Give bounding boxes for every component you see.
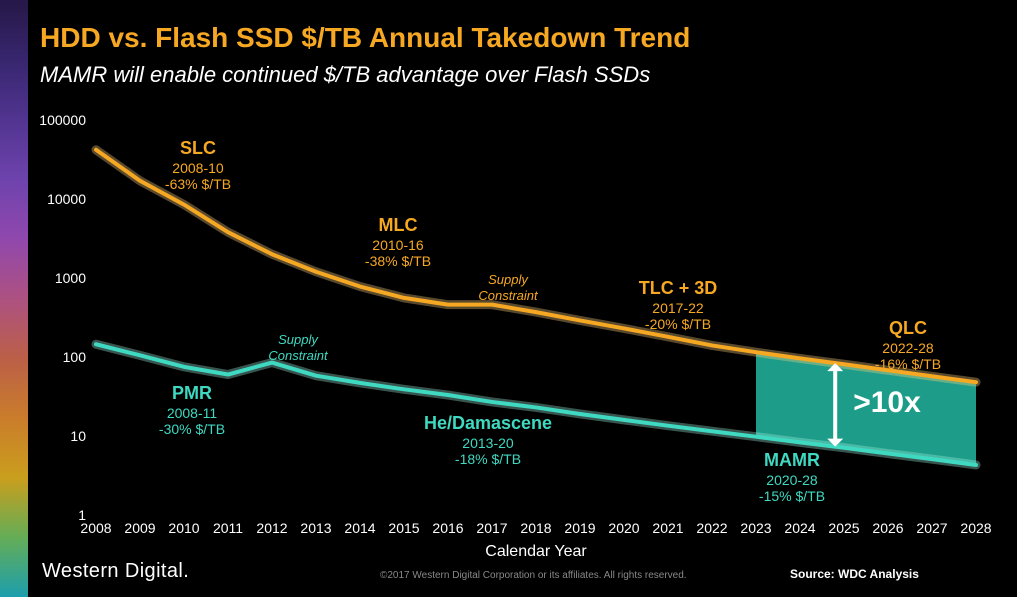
y-tick-label: 10000 [47, 191, 86, 207]
copyright-text: ©2017 Western Digital Corporation or its… [380, 570, 687, 581]
brand-logo: Western Digital. [42, 560, 189, 583]
page-title: HDD vs. Flash SSD $/TB Annual Takedown T… [40, 22, 690, 54]
x-tick-label: 2009 [124, 520, 155, 536]
annotation-years: 2020-28 [759, 472, 825, 489]
annotation-rate: -30% $/TB [159, 421, 225, 438]
title-text: HDD vs. Flash SSD $/TB Annual Takedown T… [40, 22, 690, 53]
x-tick-label: 2015 [388, 520, 419, 536]
x-tick-label: 2025 [828, 520, 859, 536]
x-tick-label: 2017 [476, 520, 507, 536]
x-axis-label: Calendar Year [485, 543, 586, 561]
x-tick-label: 2028 [960, 520, 991, 536]
x-tick-label: 2013 [300, 520, 331, 536]
annotation-name: He/Damascene [424, 413, 552, 435]
annotation-years: 2008-11 [159, 405, 225, 422]
x-tick-label: 2011 [213, 520, 243, 536]
annotation-name: MLC [365, 215, 431, 237]
side-stripe [0, 0, 28, 597]
supply-constraint-label: Supply Constraint [478, 272, 537, 303]
logo-text: Western Digital. [42, 560, 189, 582]
annotation-rate: -38% $/TB [365, 253, 431, 270]
annotation-rate: -20% $/TB [639, 316, 718, 333]
y-tick-label: 1000 [55, 270, 86, 286]
annotation-rate: -18% $/TB [424, 451, 552, 468]
x-tick-label: 2010 [168, 520, 199, 536]
x-tick-label: 2020 [608, 520, 639, 536]
y-tick-label: 100 [63, 349, 87, 365]
annotation-mamr: MAMR2020-28-15% $/TB [759, 450, 825, 505]
annotation-name: MAMR [759, 450, 825, 472]
x-tick-label: 2021 [652, 520, 683, 536]
annotation-name: SLC [165, 138, 231, 160]
x-tick-label: 2016 [432, 520, 463, 536]
x-tick-label: 2018 [520, 520, 551, 536]
annotation-slc: SLC2008-10-63% $/TB [165, 138, 231, 193]
x-tick-label: 2026 [872, 520, 903, 536]
annotation-years: 2013-20 [424, 435, 552, 452]
annotation-years: 2010-16 [365, 237, 431, 254]
annotation-rate: -15% $/TB [759, 488, 825, 505]
annotation-pmr: PMR2008-11-30% $/TB [159, 383, 225, 438]
annotation-rate: -16% $/TB [875, 356, 941, 373]
source-text: Source: WDC Analysis [790, 567, 919, 581]
page-subtitle: MAMR will enable continued $/TB advantag… [40, 62, 650, 88]
annotation-hedam: He/Damascene2013-20-18% $/TB [424, 413, 552, 468]
annotation-name: TLC + 3D [639, 278, 718, 300]
y-tick-label: 100000 [39, 112, 86, 128]
annotation-years: 2008-10 [165, 160, 231, 177]
x-tick-label: 2027 [916, 520, 947, 536]
supply-constraint-label: Supply Constraint [268, 332, 327, 363]
x-tick-label: 2024 [784, 520, 815, 536]
y-tick-label: 10 [70, 428, 86, 444]
annotation-qlc: QLC2022-28-16% $/TB [875, 318, 941, 373]
x-tick-label: 2022 [696, 520, 727, 536]
x-tick-label: 2023 [740, 520, 771, 536]
x-tick-label: 2012 [256, 520, 287, 536]
annotation-tlc3d: TLC + 3D2017-22-20% $/TB [639, 278, 718, 333]
gap-label: >10x [853, 386, 921, 420]
annotation-years: 2017-22 [639, 300, 718, 317]
annotation-name: PMR [159, 383, 225, 405]
annotation-rate: -63% $/TB [165, 176, 231, 193]
annotation-years: 2022-28 [875, 340, 941, 357]
x-tick-label: 2014 [344, 520, 375, 536]
annotation-name: QLC [875, 318, 941, 340]
subtitle-text: MAMR will enable continued $/TB advantag… [40, 62, 650, 87]
annotation-mlc: MLC2010-16-38% $/TB [365, 215, 431, 270]
x-tick-label: 2019 [564, 520, 595, 536]
x-tick-label: 2008 [80, 520, 111, 536]
